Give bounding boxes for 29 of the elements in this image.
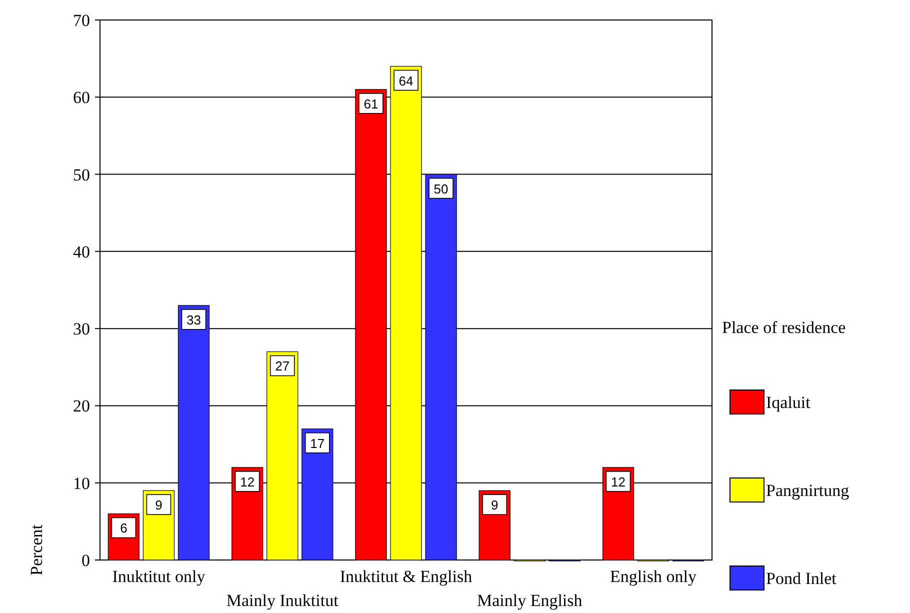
data-label: 9 [155,498,162,513]
data-label: 33 [186,312,201,328]
x-tick-label: Mainly English [476,591,583,610]
x-tick-label: Inuktitut & English [340,567,473,586]
legend-title: Place of residence [722,318,846,337]
x-tick-label: English only [610,567,697,586]
data-label: 64 [398,73,414,88]
y-tick-label: 30 [73,320,90,339]
y-tick-label: 20 [73,396,90,416]
data-label: 6 [120,520,128,536]
data-label: 61 [364,96,378,112]
legend-label: Pangnirtung [766,481,850,500]
data-label: 50 [434,181,448,196]
y-axis-title: Percent [27,524,46,576]
y-tick-label: 0 [82,551,90,570]
y-tick-label: 60 [73,88,90,108]
data-label: 12 [611,474,626,490]
y-tick-label: 10 [73,474,90,493]
data-label: 27 [275,358,290,374]
data-label: 17 [310,436,325,451]
y-tick-label: 40 [73,242,90,262]
data-label: 9 [490,498,498,513]
legend-label: Pond Inlet [766,569,837,588]
data-label: 12 [240,474,255,490]
y-tick-label: 70 [73,11,90,30]
x-tick-label: Inuktitut only [112,567,206,586]
x-tick-label: Mainly Inuktitut [226,591,339,610]
legend-label: Iqaluit [766,393,811,412]
y-tick-label: 50 [73,165,90,184]
